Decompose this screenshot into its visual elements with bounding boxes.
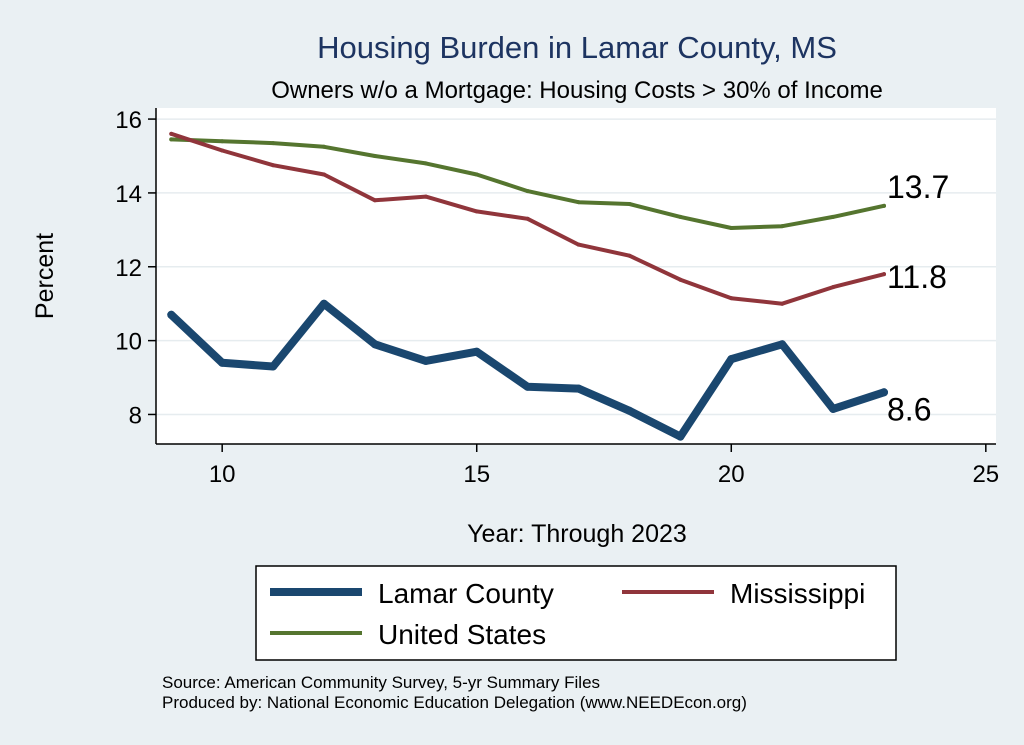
point-lamar-county-12 <box>320 299 328 308</box>
point-united-states-13 <box>372 154 377 158</box>
end-label-mississippi: 11.8 <box>887 259 947 295</box>
point-united-states-11 <box>271 141 276 146</box>
chart-title: Housing Burden in Lamar County, MS <box>317 30 837 65</box>
point-mississippi-21 <box>780 301 785 306</box>
y-axis-label: Percent <box>31 233 59 319</box>
point-lamar-county-20 <box>727 355 736 364</box>
point-mississippi-12 <box>322 172 326 177</box>
point-lamar-county-10 <box>218 358 227 367</box>
series-lines <box>167 131 888 441</box>
legend-label-lamar-county: Lamar County <box>378 578 554 609</box>
point-lamar-county-18 <box>625 406 634 415</box>
y-tick-label-8: 8 <box>129 402 142 429</box>
point-mississippi-10 <box>220 148 225 153</box>
point-united-states-22 <box>831 214 836 219</box>
point-lamar-county-23 <box>880 388 888 397</box>
y-tick-label-16: 16 <box>115 107 142 134</box>
point-mississippi-22 <box>831 285 836 290</box>
point-mississippi-20 <box>729 296 734 301</box>
point-united-states-15 <box>474 172 479 177</box>
y-tick-label-14: 14 <box>115 181 142 208</box>
point-united-states-21 <box>780 224 785 229</box>
point-mississippi-13 <box>372 198 377 203</box>
x-tick-label-10: 10 <box>209 461 236 488</box>
legend-label-united-states: United States <box>378 619 546 650</box>
point-lamar-county-14 <box>421 356 430 365</box>
point-united-states-10 <box>220 139 225 144</box>
x-tick-label-15: 15 <box>463 461 490 488</box>
point-lamar-county-21 <box>778 340 787 349</box>
point-mississippi-19 <box>678 277 683 282</box>
legend-box <box>255 565 897 661</box>
point-united-states-17 <box>576 200 581 205</box>
x-axis-label: Year: Through 2023 <box>467 520 687 548</box>
point-mississippi-11 <box>271 163 276 168</box>
point-united-states-14 <box>423 161 428 166</box>
axes: 8 10 12 14 16 10 15 20 25 <box>115 107 999 488</box>
legend-label-mississippi: Mississippi <box>730 578 865 609</box>
point-united-states-19 <box>678 214 683 219</box>
point-mississippi-23 <box>882 272 886 277</box>
point-mississippi-14 <box>423 194 428 199</box>
end-labels: 8.6 11.8 13.7 <box>887 169 949 427</box>
point-united-states-23 <box>882 203 886 208</box>
point-mississippi-16 <box>525 216 530 221</box>
point-united-states-20 <box>729 226 734 230</box>
point-lamar-county-19 <box>676 432 685 441</box>
point-united-states-12 <box>322 144 326 149</box>
producer-note: Produced by: National Economic Education… <box>162 693 747 712</box>
end-label-united-states: 13.7 <box>887 169 949 205</box>
point-lamar-county-13 <box>370 340 379 349</box>
point-mississippi-18 <box>627 253 632 258</box>
point-united-states-18 <box>627 202 632 206</box>
legend: Lamar County Mississippi United States <box>255 565 897 661</box>
point-lamar-county-15 <box>472 347 481 356</box>
point-mississippi-17 <box>576 242 581 247</box>
point-lamar-county-9 <box>167 310 176 319</box>
point-lamar-county-16 <box>523 382 532 391</box>
x-tick-label-20: 20 <box>718 461 745 488</box>
point-mississippi-9 <box>169 131 174 136</box>
point-united-states-9 <box>169 137 174 142</box>
end-label-lamar-county: 8.6 <box>887 391 931 427</box>
point-lamar-county-11 <box>269 362 278 371</box>
point-lamar-county-17 <box>574 384 583 393</box>
x-tick-label-25: 25 <box>972 461 999 488</box>
chart-subtitle: Owners w/o a Mortgage: Housing Costs > 3… <box>271 77 883 104</box>
source-note: Source: American Community Survey, 5-yr … <box>162 673 600 692</box>
y-tick-label-12: 12 <box>115 255 142 282</box>
point-united-states-16 <box>525 189 530 194</box>
point-mississippi-15 <box>474 209 479 214</box>
y-tick-label-10: 10 <box>115 329 142 356</box>
point-lamar-county-22 <box>829 404 838 413</box>
